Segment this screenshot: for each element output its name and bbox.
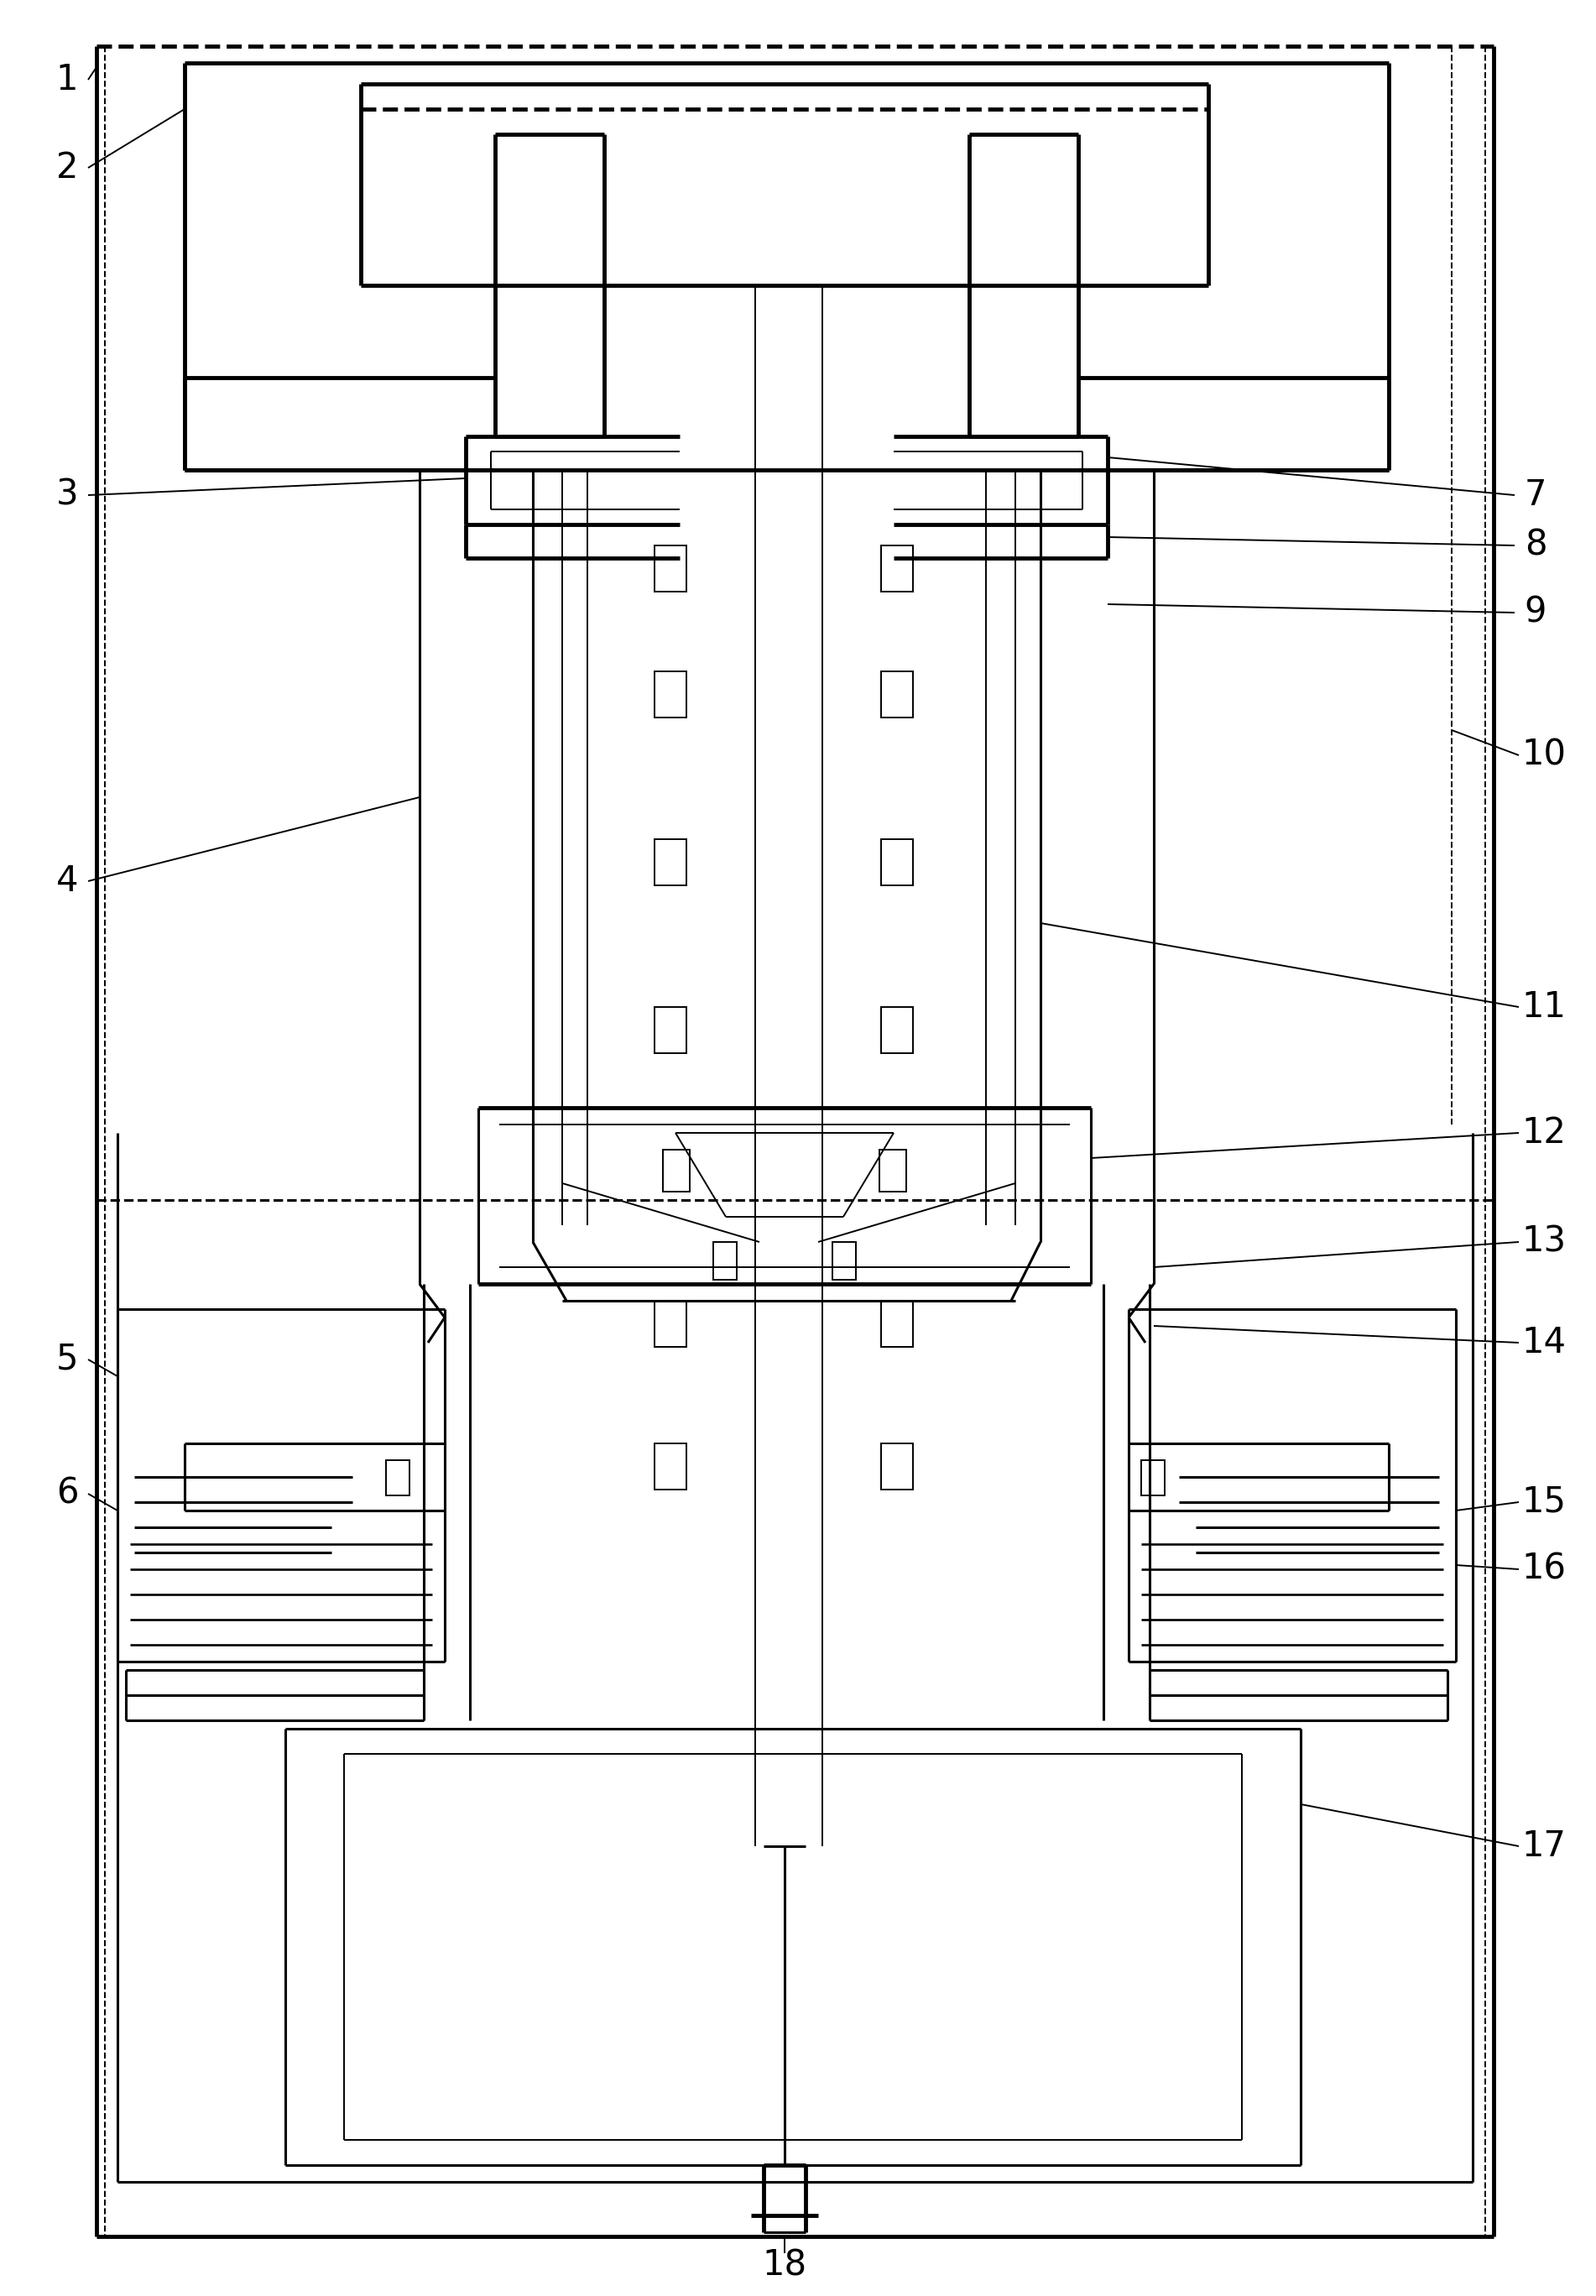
Text: 8: 8 [1524, 528, 1547, 563]
Text: 2: 2 [56, 149, 78, 186]
Bar [654, 1302, 686, 1348]
Text: 3: 3 [56, 478, 78, 512]
Bar [881, 1302, 913, 1348]
Bar [833, 1242, 855, 1279]
Bar [654, 1444, 686, 1490]
Text: 9: 9 [1524, 595, 1547, 629]
Bar [662, 1150, 689, 1192]
Text: 14: 14 [1521, 1325, 1566, 1359]
Text: 15: 15 [1521, 1486, 1566, 1520]
Bar [654, 1008, 686, 1054]
Bar [654, 670, 686, 716]
Bar [881, 670, 913, 716]
Bar [654, 838, 686, 886]
Text: 12: 12 [1523, 1116, 1566, 1150]
Bar [881, 546, 913, 592]
Text: 11: 11 [1521, 990, 1566, 1024]
Text: 1: 1 [56, 62, 78, 96]
Text: 10: 10 [1521, 737, 1566, 774]
Bar [654, 546, 686, 592]
Text: 16: 16 [1521, 1552, 1566, 1587]
Bar [881, 1008, 913, 1054]
Text: 6: 6 [56, 1476, 78, 1511]
Bar [879, 1150, 907, 1192]
Text: 4: 4 [56, 863, 78, 898]
Bar [881, 1444, 913, 1490]
Bar [386, 1460, 410, 1495]
Text: 17: 17 [1523, 1828, 1566, 1864]
Bar [713, 1242, 737, 1279]
Bar [881, 838, 913, 886]
Text: 5: 5 [56, 1341, 78, 1378]
Text: 18: 18 [763, 2248, 808, 2285]
Bar [1141, 1460, 1165, 1495]
Text: 13: 13 [1521, 1224, 1566, 1261]
Text: 7: 7 [1524, 478, 1547, 512]
